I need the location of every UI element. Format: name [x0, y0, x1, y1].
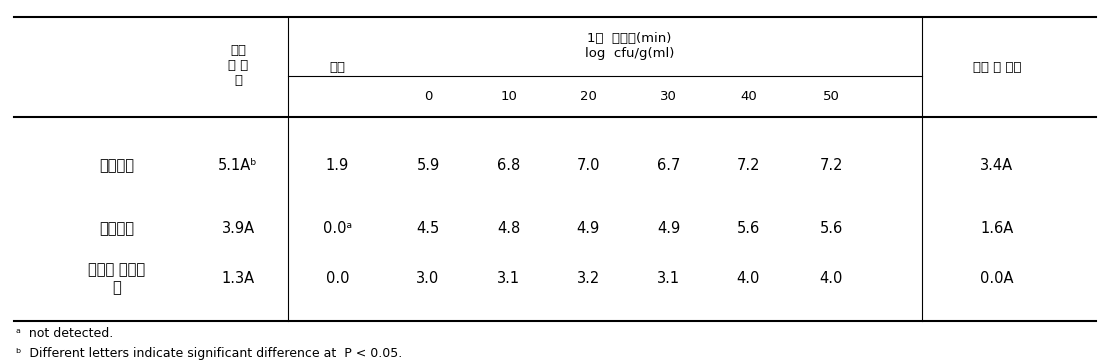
- Text: 5.6: 5.6: [737, 221, 760, 236]
- Text: 1.3A: 1.3A: [222, 271, 254, 286]
- Text: 세척 후 참외: 세척 후 참외: [972, 61, 1021, 74]
- Text: 3.2: 3.2: [576, 271, 599, 286]
- Text: 4.8: 4.8: [497, 221, 521, 236]
- Text: 5.9: 5.9: [416, 159, 440, 174]
- Text: 40: 40: [740, 90, 757, 103]
- Text: 대장균군: 대장균군: [99, 221, 134, 236]
- Text: 6.8: 6.8: [497, 159, 521, 174]
- Text: 4.9: 4.9: [657, 221, 680, 236]
- Text: 0.0ᵃ: 0.0ᵃ: [323, 221, 352, 236]
- Text: 4.9: 4.9: [576, 221, 599, 236]
- Text: 20: 20: [579, 90, 596, 103]
- Text: 3.1: 3.1: [497, 271, 521, 286]
- Text: 세척
전 참
외: 세척 전 참 외: [228, 44, 249, 87]
- Text: 0.0: 0.0: [325, 271, 350, 286]
- Text: 4.0: 4.0: [819, 271, 842, 286]
- Text: ᵃ  not detected.: ᵃ not detected.: [16, 327, 113, 340]
- Text: 7.2: 7.2: [819, 159, 842, 174]
- Text: 4.5: 4.5: [416, 221, 440, 236]
- Text: 0.0A: 0.0A: [980, 271, 1013, 286]
- Text: 3.4A: 3.4A: [980, 159, 1013, 174]
- Text: 10: 10: [501, 90, 517, 103]
- Text: 5.6: 5.6: [819, 221, 842, 236]
- Text: 3.9A: 3.9A: [222, 221, 254, 236]
- Text: 0: 0: [424, 90, 432, 103]
- Text: 1차  세척수(min)
log  cfu/g(ml): 1차 세척수(min) log cfu/g(ml): [585, 32, 674, 60]
- Text: 50: 50: [823, 90, 839, 103]
- Text: 30: 30: [660, 90, 677, 103]
- Text: 7.2: 7.2: [737, 159, 760, 174]
- Text: 일반세균: 일반세균: [99, 159, 134, 174]
- Text: 1.9: 1.9: [326, 159, 349, 174]
- Text: 원수: 원수: [330, 61, 345, 74]
- Text: 6.7: 6.7: [657, 159, 680, 174]
- Text: 3.0: 3.0: [416, 271, 440, 286]
- Text: 1.6A: 1.6A: [980, 221, 1013, 236]
- Text: 5.1Aᵇ: 5.1Aᵇ: [219, 159, 258, 174]
- Text: 분원성 대장균
군: 분원성 대장균 군: [88, 263, 145, 295]
- Text: 4.0: 4.0: [737, 271, 760, 286]
- Text: 3.1: 3.1: [657, 271, 680, 286]
- Text: ᵇ  Different letters indicate significant difference at  P < 0.05.: ᵇ Different letters indicate significant…: [16, 347, 402, 359]
- Text: 7.0: 7.0: [576, 159, 599, 174]
